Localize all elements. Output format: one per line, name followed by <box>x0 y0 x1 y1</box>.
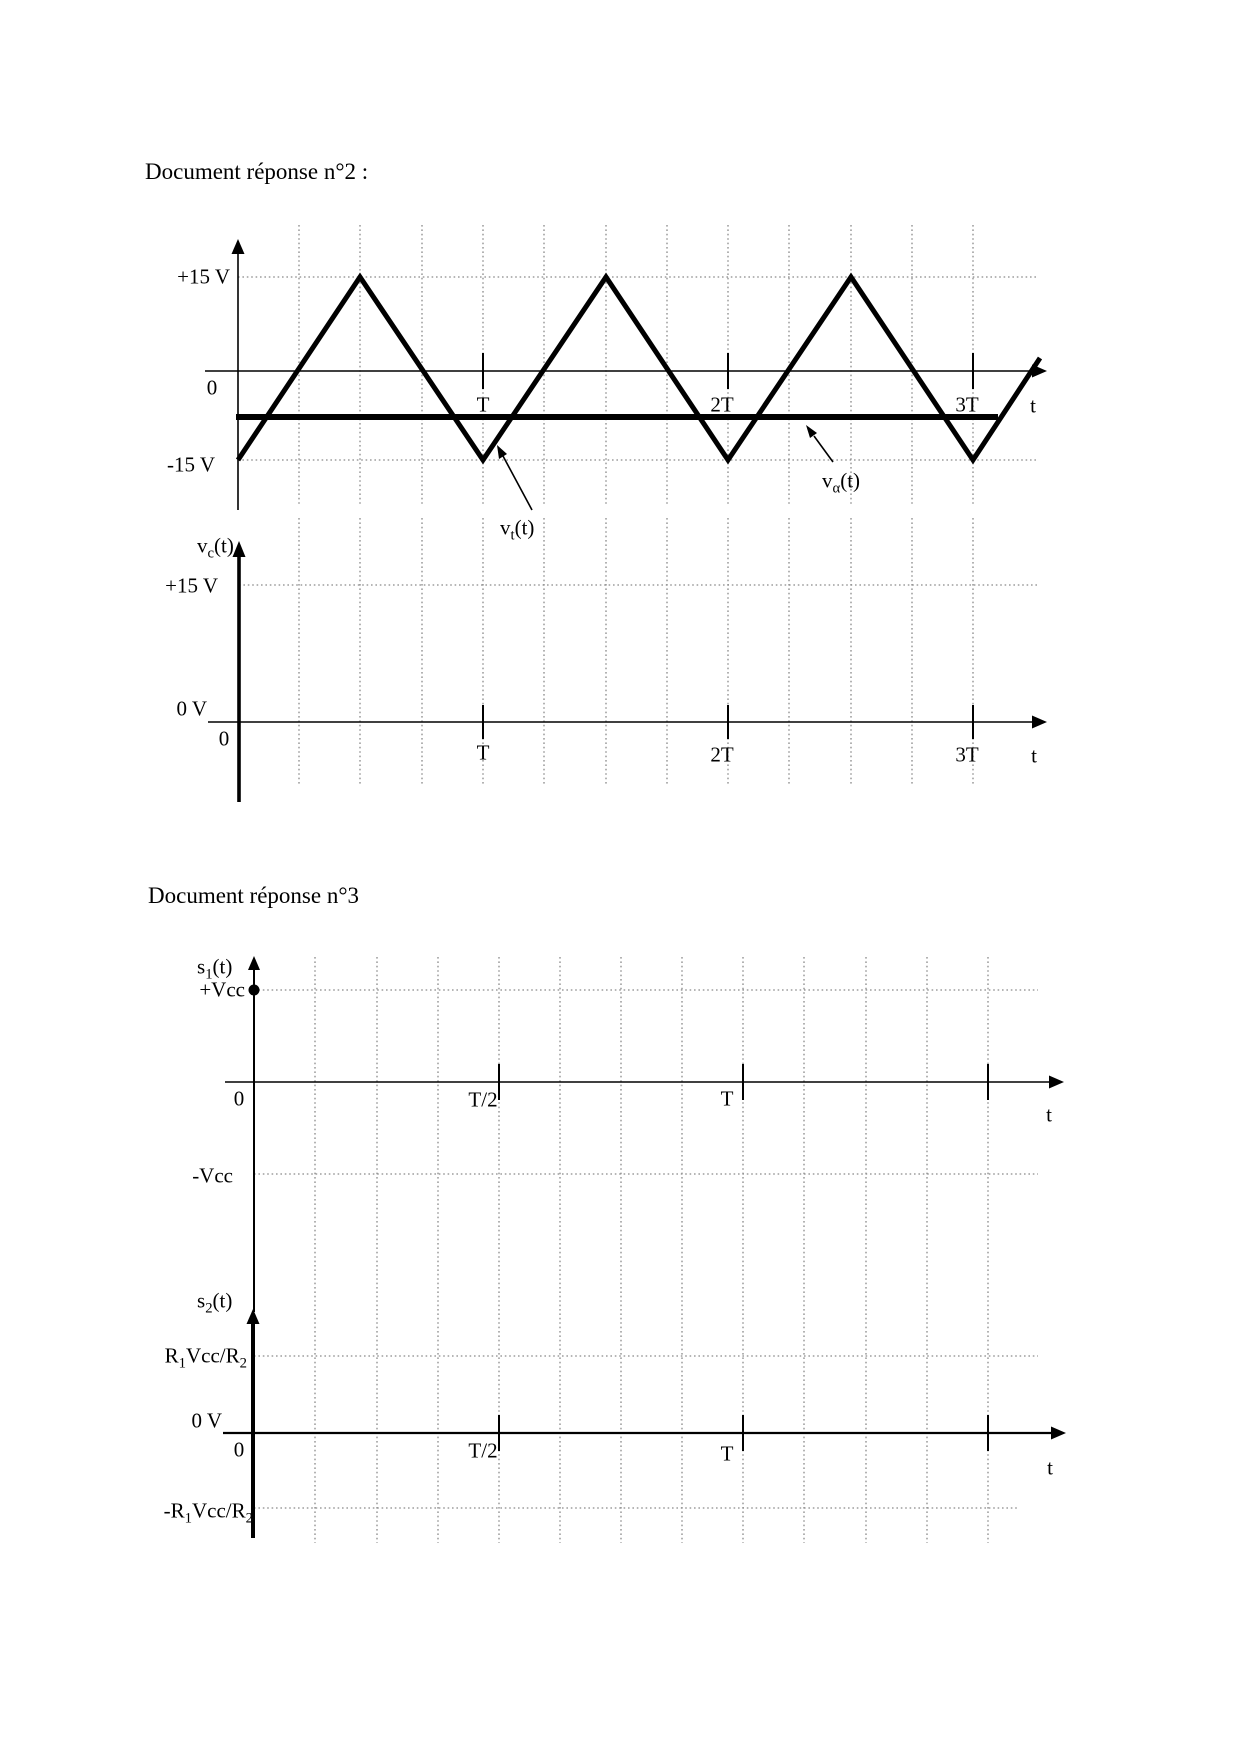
g1-ytick-plus15: +15 V <box>177 264 230 289</box>
g3-xtick-T: T <box>720 1086 734 1111</box>
g3-vcc-point <box>248 984 260 996</box>
g3-vcc-gridlines <box>254 989 1038 1175</box>
g2-vertical-gridlines <box>298 518 974 785</box>
g1-origin-label: 0 <box>206 375 218 400</box>
g2-ylabel-vc: vc(t) <box>197 533 234 562</box>
g2-xtick-2T: 2T <box>710 742 734 767</box>
g2-x-axis-arrow-icon <box>1032 715 1047 729</box>
g1-xtick-T: T <box>476 392 490 417</box>
g1-vt-label: vt(t) <box>500 515 535 544</box>
g4-level-gridlines <box>254 1355 1038 1509</box>
g1-valpha-annotation-arrowhead-icon <box>806 425 817 438</box>
g4-ytick-r1vccr2: R1Vcc/R2 <box>164 1343 247 1372</box>
g1-y-axis-arrow-icon <box>231 239 245 254</box>
g1-valpha-annotation-arrow <box>813 435 834 463</box>
g1-triangle-wave-vt <box>235 272 1043 465</box>
g4-origin-label: 0 <box>233 1437 245 1462</box>
g4-xaxis-t-label: t <box>1047 1455 1053 1480</box>
g3-origin-label: 0 <box>233 1086 245 1111</box>
g1-xtick-2T: 2T <box>710 392 734 417</box>
g1-voltage-gridlines <box>238 276 1038 461</box>
g2-xtick-T: T <box>476 740 490 765</box>
g2-y-axis-arrow-icon <box>232 541 246 557</box>
g4-xtick-T: T <box>720 1441 734 1466</box>
g3-y-axis-arrow-icon <box>248 956 260 970</box>
g4-x-axis-ticks <box>498 1415 989 1451</box>
g4-ytick-0v: 0 V <box>191 1408 222 1433</box>
g3-ytick-plus-vcc: +Vcc <box>199 977 245 1002</box>
g2-origin-label: 0 <box>218 726 230 751</box>
g3-x-axis-arrow-icon <box>1049 1075 1064 1089</box>
g2-x-axis-ticks <box>482 705 974 739</box>
g3-x-axis-ticks <box>498 1064 989 1100</box>
g3-ylabel-s1: s1(t) <box>197 954 233 983</box>
g1-vt-annotation-arrowhead-icon <box>497 445 507 459</box>
g3-xtick-T2: T/2 <box>468 1087 498 1112</box>
g4-xtick-T2: T/2 <box>468 1438 498 1463</box>
g3-ytick-minus-vcc: -Vcc <box>192 1163 233 1188</box>
g4-ytick-minus-r1vccr2: -R1Vcc/R2 <box>163 1498 253 1527</box>
g1-vt-annotation-arrow <box>502 455 533 511</box>
g1-xtick-3T: 3T <box>955 392 979 417</box>
g1-xaxis-t-label: t <box>1030 393 1036 418</box>
g2-ytick-0v: 0 V <box>176 696 207 721</box>
g2-xtick-3T: 3T <box>955 742 979 767</box>
g2-ytick-plus15: +15 V <box>165 573 218 598</box>
g3-g4-vertical-gridlines <box>314 957 989 1543</box>
g1-valpha-label: vα(t) <box>822 468 861 497</box>
g2-xaxis-t-label: t <box>1031 743 1037 768</box>
g1-ytick-minus15: -15 V <box>166 452 215 477</box>
g4-ylabel-s2: s2(t) <box>197 1288 233 1317</box>
g1-x-axis-ticks <box>482 353 974 389</box>
g1-vertical-gridlines <box>298 225 974 505</box>
g3-xaxis-t-label: t <box>1046 1102 1052 1127</box>
g4-y-axis-arrow-icon <box>246 1309 260 1324</box>
g4-x-axis-arrow-icon <box>1051 1426 1066 1440</box>
doc2-title: Document réponse n°2 : <box>145 159 369 184</box>
doc3-title: Document réponse n°3 <box>148 883 360 908</box>
